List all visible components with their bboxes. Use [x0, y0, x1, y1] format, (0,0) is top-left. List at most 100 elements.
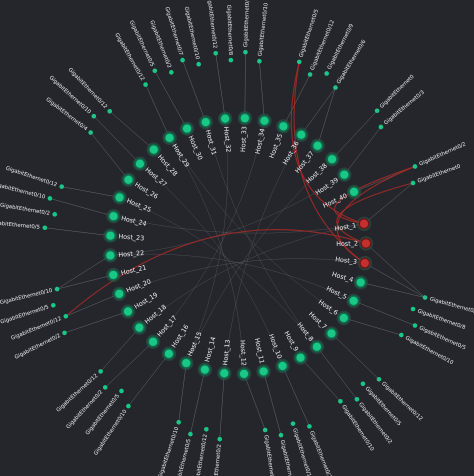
host-node[interactable]	[295, 129, 307, 141]
host-node[interactable]	[104, 230, 116, 242]
port-node[interactable]	[91, 113, 97, 119]
host-node[interactable]	[355, 276, 367, 288]
host-node[interactable]	[218, 367, 230, 379]
chord-link	[119, 258, 365, 294]
port-node[interactable]	[290, 421, 296, 426]
host-node[interactable]	[104, 249, 116, 261]
port-node[interactable]	[52, 212, 58, 217]
port-node[interactable]	[42, 225, 48, 231]
port-node[interactable]	[176, 419, 181, 425]
port-node[interactable]	[412, 164, 418, 169]
host-node[interactable]	[164, 132, 176, 144]
host-node[interactable]	[348, 295, 360, 307]
host-node[interactable]	[134, 158, 146, 170]
port-node[interactable]	[59, 184, 65, 189]
host-port-link	[244, 52, 246, 119]
port-node[interactable]	[378, 124, 384, 130]
host-node[interactable]	[163, 348, 175, 360]
host-node[interactable]	[326, 153, 338, 165]
port-node[interactable]	[152, 68, 158, 74]
port-node[interactable]	[126, 403, 131, 409]
host-port-link	[182, 59, 206, 123]
host-node[interactable]	[181, 123, 193, 135]
port-node[interactable]	[422, 295, 428, 300]
host-node[interactable]	[148, 144, 160, 156]
port-node[interactable]	[102, 385, 108, 390]
host-node[interactable]	[180, 357, 192, 369]
host-node[interactable]	[107, 269, 119, 281]
host-node[interactable]	[312, 140, 324, 152]
port-node[interactable]	[354, 396, 360, 402]
port-node[interactable]	[307, 72, 313, 77]
port-node[interactable]	[278, 432, 284, 438]
port-node[interactable]	[228, 57, 234, 63]
port-node[interactable]	[217, 436, 223, 442]
host-node[interactable]	[113, 288, 125, 300]
port-node[interactable]	[410, 306, 416, 312]
port-node[interactable]	[412, 323, 418, 328]
port-node[interactable]	[213, 50, 219, 56]
port-node[interactable]	[360, 381, 366, 387]
host-node[interactable]	[338, 169, 350, 181]
host-node[interactable]	[325, 327, 337, 339]
port-node[interactable]	[169, 70, 174, 75]
host-node[interactable]	[122, 305, 134, 317]
port-label: GigabitEthernet0/5	[174, 438, 192, 476]
chord-link	[113, 215, 365, 234]
port-node[interactable]	[196, 61, 201, 67]
port-node[interactable]	[47, 196, 53, 201]
port-node[interactable]	[180, 57, 185, 63]
port-node[interactable]	[376, 376, 382, 382]
host-label: Host_20	[125, 277, 152, 294]
port-node[interactable]	[88, 130, 93, 135]
host-port-link	[365, 243, 426, 298]
port-node[interactable]	[63, 313, 69, 319]
host-node[interactable]	[277, 360, 289, 372]
port-node[interactable]	[143, 82, 148, 87]
host-node[interactable]	[200, 116, 212, 128]
host-node[interactable]	[219, 113, 231, 125]
port-node[interactable]	[98, 369, 103, 374]
port-node[interactable]	[243, 49, 248, 55]
host-port-link	[243, 373, 266, 431]
host-node[interactable]	[199, 364, 211, 376]
port-node[interactable]	[188, 431, 193, 437]
host-node[interactable]	[258, 365, 270, 377]
port-node[interactable]	[62, 330, 67, 336]
port-node[interactable]	[257, 58, 262, 64]
port-node[interactable]	[50, 303, 56, 308]
host-node[interactable]	[338, 312, 350, 324]
port-node[interactable]	[338, 398, 343, 404]
port-node[interactable]	[410, 180, 416, 186]
host-node[interactable]	[295, 352, 307, 364]
host-node[interactable]	[311, 341, 323, 353]
port-node[interactable]	[107, 109, 113, 114]
port-node[interactable]	[307, 424, 312, 429]
host-node[interactable]	[114, 191, 126, 203]
port-node[interactable]	[262, 427, 268, 433]
port-node[interactable]	[296, 59, 302, 65]
host-label: Host_34	[254, 128, 267, 155]
port-node[interactable]	[333, 85, 338, 90]
host-node[interactable]	[239, 112, 251, 124]
host-node[interactable]	[108, 210, 120, 222]
host-node[interactable]	[360, 237, 372, 249]
port-node[interactable]	[119, 388, 124, 394]
host-label: Host_12	[238, 340, 247, 366]
port-node[interactable]	[324, 71, 329, 76]
host-label: Host_4	[331, 270, 354, 284]
port-node[interactable]	[54, 286, 60, 292]
host-node[interactable]	[147, 336, 159, 348]
port-node[interactable]	[204, 426, 209, 432]
port-node[interactable]	[374, 108, 380, 114]
host-node[interactable]	[133, 322, 145, 334]
host-node[interactable]	[258, 115, 270, 127]
host-node[interactable]	[359, 257, 371, 269]
host-node[interactable]	[277, 120, 289, 132]
port-node[interactable]	[399, 332, 404, 338]
host-node[interactable]	[348, 186, 360, 198]
host-node[interactable]	[238, 368, 250, 380]
host-node[interactable]	[358, 218, 370, 230]
host-node[interactable]	[122, 174, 134, 186]
